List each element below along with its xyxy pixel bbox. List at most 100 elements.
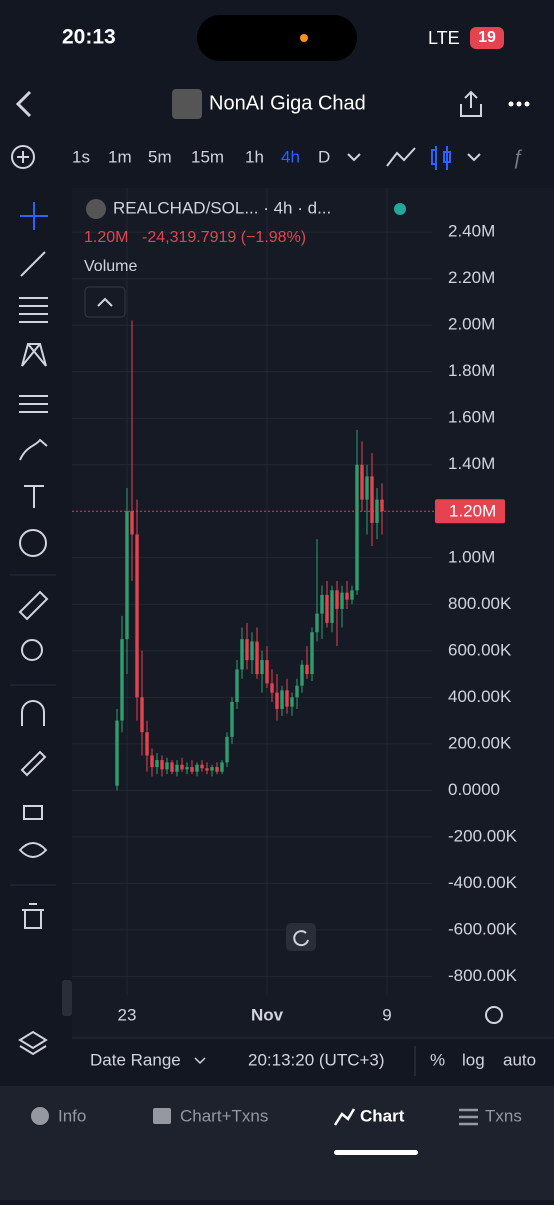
add-button[interactable] bbox=[11, 145, 35, 169]
tab[interactable]: Chart+Txns bbox=[180, 1106, 268, 1125]
tab-bar bbox=[0, 1086, 554, 1200]
symbol-avatar bbox=[86, 199, 106, 219]
interval[interactable]: 15m bbox=[191, 147, 224, 166]
candle-body bbox=[200, 764, 204, 769]
more-button[interactable] bbox=[508, 101, 530, 107]
x-tick-label: 9 bbox=[382, 1005, 391, 1024]
text-tool[interactable] bbox=[24, 485, 44, 508]
candle-body bbox=[185, 767, 189, 770]
percent[interactable]: % bbox=[430, 1050, 445, 1069]
y-tick-label: -600.00K bbox=[448, 919, 518, 938]
sidebar bbox=[10, 202, 56, 1056]
candle-body bbox=[370, 476, 374, 523]
y-tick-label: 600.00K bbox=[448, 640, 512, 659]
candle-body bbox=[235, 669, 239, 702]
back-button[interactable] bbox=[15, 90, 32, 118]
reset-button[interactable] bbox=[286, 923, 316, 951]
interval[interactable]: D bbox=[318, 147, 330, 166]
layers[interactable] bbox=[18, 1030, 48, 1056]
candle-body bbox=[270, 683, 274, 693]
interval[interactable]: 1h bbox=[245, 147, 264, 166]
log[interactable]: log bbox=[462, 1050, 485, 1069]
interval[interactable]: 4h bbox=[281, 147, 300, 166]
network: LTE bbox=[428, 28, 460, 48]
y-tick-label: 2.00M bbox=[448, 315, 495, 334]
battery bbox=[470, 27, 504, 49]
ruler[interactable] bbox=[18, 590, 49, 621]
candle-type[interactable] bbox=[431, 146, 451, 170]
indicator bbox=[300, 34, 308, 42]
candle-body bbox=[190, 767, 194, 772]
y-tick-label: -400.00K bbox=[448, 873, 518, 892]
more-intervals[interactable] bbox=[347, 153, 361, 162]
interval[interactable]: 1s bbox=[72, 147, 90, 166]
tab[interactable]: Txns bbox=[485, 1106, 522, 1125]
candle-body bbox=[245, 639, 249, 661]
candle-body bbox=[325, 594, 329, 623]
prediction[interactable] bbox=[19, 395, 48, 413]
chart-icon bbox=[333, 1108, 356, 1126]
tab[interactable]: Chart bbox=[360, 1106, 405, 1125]
x-tick-label: Nov bbox=[251, 1005, 284, 1024]
zoom[interactable] bbox=[21, 639, 43, 661]
lock[interactable] bbox=[23, 805, 43, 820]
title: NonAI Giga Chad bbox=[209, 92, 366, 114]
collapse-handle[interactable] bbox=[62, 980, 72, 1016]
candle-body bbox=[205, 768, 209, 771]
candle-body bbox=[120, 639, 124, 721]
dynamic-island bbox=[197, 15, 357, 61]
candle-body bbox=[130, 511, 134, 535]
tab[interactable]: Info bbox=[58, 1106, 86, 1125]
avatar bbox=[172, 89, 202, 119]
candle-body bbox=[150, 755, 154, 768]
candle-body bbox=[285, 690, 289, 707]
settings[interactable] bbox=[485, 1006, 503, 1024]
date-range[interactable]: Date Range bbox=[90, 1050, 181, 1069]
auto[interactable]: auto bbox=[503, 1050, 536, 1069]
candle-body bbox=[135, 534, 139, 698]
crosshair[interactable] bbox=[20, 202, 48, 230]
y-tick-label: 1.80M bbox=[448, 361, 495, 380]
y-tick-label: 1.00M bbox=[448, 547, 495, 566]
trend-line[interactable] bbox=[20, 251, 46, 277]
magnet[interactable] bbox=[21, 700, 45, 726]
brush[interactable] bbox=[19, 438, 48, 461]
candle-body bbox=[165, 762, 169, 770]
share-button[interactable] bbox=[460, 90, 482, 117]
delete[interactable] bbox=[22, 903, 44, 929]
line-tool[interactable] bbox=[386, 147, 416, 167]
indicators[interactable]: ƒ bbox=[512, 146, 523, 168]
candle-body bbox=[315, 613, 319, 633]
active-tab-indicator bbox=[334, 1150, 418, 1155]
interval[interactable]: 5m bbox=[148, 147, 172, 166]
candle-body bbox=[305, 664, 309, 675]
add-icon bbox=[17, 151, 29, 163]
candle-body bbox=[145, 732, 149, 756]
legend-change: -24,319.7919 (−1.98%) bbox=[142, 229, 306, 246]
y-tick-label: -200.00K bbox=[448, 826, 518, 845]
time: 20:13:20 (UTC+3) bbox=[248, 1050, 385, 1069]
candle-body bbox=[170, 762, 174, 772]
candle-body bbox=[260, 660, 264, 675]
candle-body bbox=[210, 767, 214, 771]
lock-draw[interactable] bbox=[20, 750, 47, 777]
txns-icon bbox=[459, 1108, 478, 1126]
chart-type-menu[interactable] bbox=[467, 153, 481, 162]
fib[interactable] bbox=[19, 297, 48, 323]
patterns[interactable] bbox=[21, 343, 47, 367]
y-tick-label: 1.40M bbox=[448, 454, 495, 473]
candle-body bbox=[230, 701, 234, 737]
chart-txns-icon bbox=[153, 1108, 171, 1124]
candle-body bbox=[320, 594, 324, 614]
collapse-legend[interactable] bbox=[84, 286, 126, 318]
candle-body bbox=[115, 720, 119, 786]
interval[interactable]: 1m bbox=[108, 147, 132, 166]
candle-body bbox=[275, 692, 279, 709]
y-tick-label: 400.00K bbox=[448, 687, 512, 706]
emoji[interactable] bbox=[19, 529, 47, 557]
candle-body bbox=[280, 690, 284, 709]
candle-body bbox=[175, 764, 179, 772]
visibility[interactable] bbox=[18, 842, 48, 858]
candle-body bbox=[220, 762, 224, 772]
